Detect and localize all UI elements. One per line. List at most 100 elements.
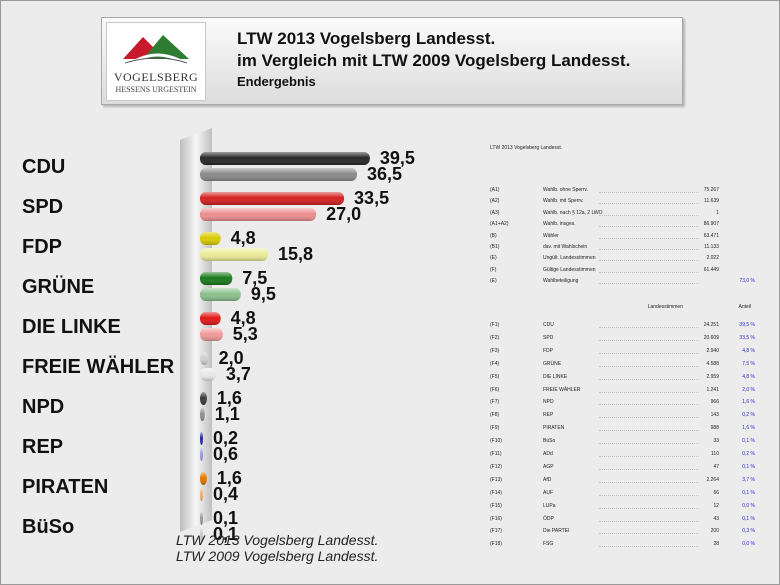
row-code: (A2)	[490, 198, 500, 205]
row-code: (E)	[490, 255, 497, 262]
row-leader	[599, 266, 699, 273]
bar-2013	[200, 272, 233, 285]
bar-2013	[200, 432, 203, 445]
row-code: (F6)	[490, 386, 500, 393]
row-code: (F9)	[490, 425, 500, 432]
row-label: Ungült. Landesstimmen	[543, 255, 596, 262]
row-share: 0,1 %	[742, 489, 755, 496]
row-leader	[599, 220, 699, 228]
table-row: (E) Ungült. Landesstimmen 2.022	[487, 254, 755, 262]
table-row: (E) Wahlbeteiligung 73,0 %	[487, 277, 755, 285]
bar-2013	[200, 472, 207, 485]
bar-2009	[200, 328, 223, 341]
col-votes-header: Landesstimmen	[647, 304, 683, 310]
row-code: (F10)	[490, 438, 502, 445]
row-value: 75.267	[703, 187, 719, 193]
row-value: 2.940	[706, 347, 719, 354]
row-label: FREIE WÄHLER	[543, 386, 581, 393]
row-leader	[599, 502, 699, 509]
value-label-2009: 5,3	[233, 324, 258, 344]
bar-2013	[200, 152, 370, 165]
row-value: 966	[710, 399, 719, 406]
table-row: (F1) CDU 24.251 39,5 %	[487, 321, 755, 329]
row-label: GRÜNE	[543, 360, 562, 367]
row-value: 63.471	[703, 232, 719, 239]
value-label-2009: 15,8	[278, 244, 313, 264]
row-code: (F12)	[490, 463, 502, 470]
row-code: (F11)	[490, 451, 502, 457]
row-label: REP	[543, 412, 554, 419]
category-label: GRÜNE	[22, 275, 94, 298]
table-row: (F8) REP 143 0,2 %	[487, 411, 755, 419]
row-code: (F4)	[490, 360, 500, 367]
row-label: Wahlb. insges.	[543, 221, 576, 228]
table-row: (F6) FREIE WÄHLER 1.241 2,0 %	[487, 386, 755, 394]
value-label-2009: 9,5	[251, 284, 276, 304]
row-label: Wahlb. mit Sperrv.	[543, 198, 584, 205]
logo-name: VOGELSBERG	[113, 70, 199, 84]
row-value: 200	[710, 528, 719, 535]
row-leader	[599, 347, 699, 354]
row-code: (E)	[490, 278, 497, 285]
row-label: Wahlb. ohne Sperrv.	[543, 187, 589, 193]
row-label: FSG	[543, 541, 554, 548]
row-code: (A3)	[490, 209, 500, 216]
table-row: (F13) AfD 2.264 3,7 %	[487, 476, 755, 484]
category-label: REP	[22, 436, 63, 458]
table-row: (F15) LUPa 12 0,0 %	[487, 502, 755, 510]
value-label-2009: 0,4	[213, 484, 238, 504]
row-share: 33,5 %	[739, 334, 755, 341]
value-label-2009: 3,7	[226, 364, 251, 384]
row-code: (B1)	[490, 244, 500, 250]
table-row: (F2) SPD 20.609 33,5 %	[487, 334, 755, 342]
row-label: Wahlbeteiligung	[543, 278, 579, 285]
table-row: (F5) DIE LINKE 2.959 4,8 %	[487, 373, 755, 381]
row-value: 1	[716, 209, 719, 216]
row-code: (B)	[490, 232, 497, 239]
table-row: (F11) ADd 110 0,2 %	[487, 450, 755, 458]
row-code: (F7)	[490, 399, 500, 406]
row-value: 28	[713, 541, 719, 548]
value-label-2009: 0,1	[213, 524, 238, 544]
row-code: (F)	[490, 266, 497, 273]
row-leader	[599, 197, 699, 205]
row-value: 110	[711, 451, 719, 457]
row-leader	[599, 424, 699, 432]
row-label: PIRATEN	[543, 425, 565, 432]
row-code: (F16)	[490, 515, 502, 522]
row-share: 7,5 %	[742, 360, 755, 367]
value-label-2009: 36,5	[367, 164, 402, 184]
table-row: (F10) BüSo 33 0,1 %	[487, 437, 755, 445]
value-label-2013: 1,6	[217, 388, 242, 408]
table-row: (F4) GRÜNE 4.588 7,5 %	[487, 360, 755, 368]
table-row: (A3) Wahlb. nach § 12a, 2 LWO 1	[487, 209, 755, 217]
table-row: (A2) Wahlb. mit Sperrv. 11.639	[487, 197, 755, 205]
row-label: CDU	[543, 322, 554, 328]
axis-pillar	[180, 128, 212, 532]
table-row: (F) Gültige Landesstimmen 61.449	[487, 266, 755, 274]
row-value: 1.241	[706, 386, 719, 393]
value-label-2009: 0,6	[213, 444, 238, 464]
row-leader	[599, 321, 699, 328]
value-label-2009: 1,1	[215, 404, 240, 424]
row-leader	[599, 437, 699, 445]
row-label: Die PARTEI	[543, 528, 570, 535]
row-share: 4,8 %	[742, 373, 755, 380]
row-code: (F2)	[490, 334, 500, 341]
row-label: AfD	[543, 476, 552, 483]
row-share: 1,6 %	[742, 425, 755, 432]
value-label-2013: 0,2	[213, 428, 238, 448]
row-code: (F3)	[490, 347, 500, 354]
row-code: (A1+A2)	[490, 221, 509, 228]
value-label-2013: 33,5	[354, 188, 389, 208]
row-share: 1,6 %	[742, 399, 755, 406]
row-value: 12	[713, 502, 719, 509]
bar-2009	[200, 208, 317, 221]
value-label-2013: 1,6	[217, 468, 242, 488]
row-label: dav. mit Wahlschein	[543, 244, 588, 250]
col-share-header: Anteil	[738, 304, 751, 310]
row-label: DIE LINKE	[543, 373, 568, 380]
row-value: 11.639	[704, 198, 719, 205]
row-label: Wahlb. nach § 12a, 2 LWO	[543, 209, 603, 216]
